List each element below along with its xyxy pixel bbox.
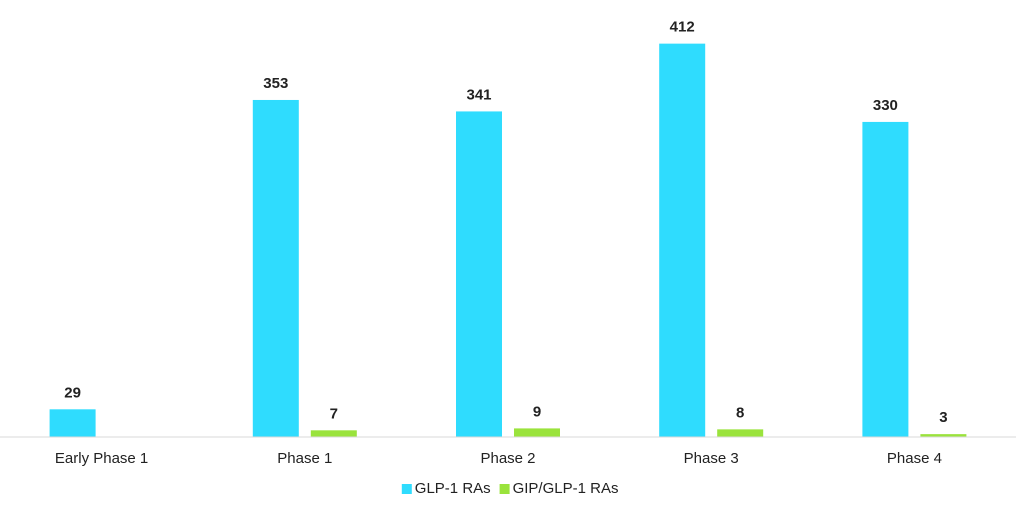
x-tick-label: Early Phase 1 <box>55 450 148 467</box>
data-label: 412 <box>670 19 695 36</box>
data-label: 341 <box>466 86 491 103</box>
legend-label: GIP/GLP-1 RAs <box>513 480 619 497</box>
data-label: 330 <box>873 97 898 114</box>
x-tick-label: Phase 1 <box>277 450 332 467</box>
x-tick-label: Phase 3 <box>684 450 739 467</box>
data-label: 3 <box>939 409 947 426</box>
bar <box>920 434 967 437</box>
bar <box>659 43 706 438</box>
bar <box>310 430 357 437</box>
bar <box>456 111 502 437</box>
bar <box>717 429 764 437</box>
bar <box>49 409 96 437</box>
bar <box>862 121 909 437</box>
x-tick-label: Phase 2 <box>480 450 535 467</box>
data-label: 9 <box>533 403 541 420</box>
data-label: 7 <box>330 405 338 422</box>
bar <box>514 428 560 437</box>
x-tick-label: Phase 4 <box>887 450 942 467</box>
bar <box>252 99 299 437</box>
legend-swatch <box>499 484 510 494</box>
legend-label: GLP-1 RAs <box>415 480 491 497</box>
data-label: 353 <box>263 75 288 92</box>
data-label: 8 <box>736 404 744 421</box>
legend-swatch <box>401 484 412 494</box>
data-label: 29 <box>64 384 81 401</box>
